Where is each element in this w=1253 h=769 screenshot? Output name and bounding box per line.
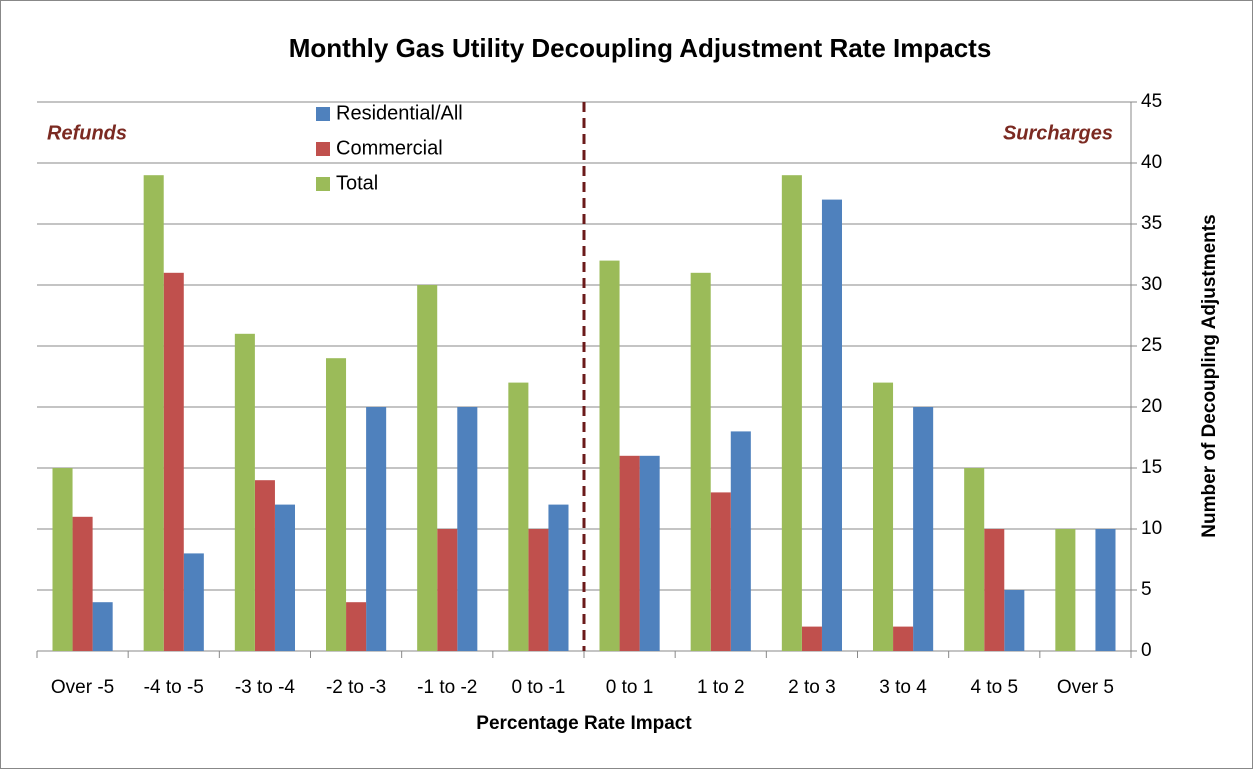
annotation: Surcharges [1003, 122, 1113, 144]
y-tick-label: 25 [1141, 335, 1162, 356]
bar [1095, 529, 1116, 651]
bar [1055, 529, 1076, 651]
bar [619, 455, 640, 651]
x-tick-label: 3 to 4 [879, 677, 927, 698]
x-tick-label: -3 to -4 [235, 677, 296, 698]
bar [183, 553, 204, 651]
bar [548, 504, 569, 651]
bar [457, 407, 478, 651]
bar [92, 602, 113, 651]
y-tick-label: 15 [1141, 457, 1162, 478]
bar [52, 468, 73, 651]
bar [417, 285, 438, 651]
y-tick-label: 0 [1141, 640, 1152, 661]
x-tick-label: 2 to 3 [788, 677, 836, 698]
bar [730, 431, 751, 651]
y-tick-label: 10 [1141, 518, 1162, 539]
annotation: Refunds [47, 122, 127, 144]
bar [274, 504, 296, 651]
x-tick-label: -1 to -2 [417, 677, 477, 698]
x-tick-label: 0 to 1 [606, 677, 654, 698]
legend-swatch [316, 142, 330, 156]
x-tick-label: -4 to -5 [144, 677, 204, 698]
bar [690, 272, 711, 651]
legend-label: Total [336, 172, 378, 194]
bar [72, 516, 93, 651]
bar [984, 529, 1005, 651]
y-tick-label: 5 [1141, 579, 1152, 600]
legend-label: Residential/All [336, 102, 463, 124]
bar [325, 358, 347, 651]
bar [872, 382, 894, 651]
legend-swatch [316, 107, 330, 121]
bar [234, 333, 255, 651]
bar [143, 175, 164, 651]
chart-title: Monthly Gas Utility Decoupling Adjustmen… [289, 33, 992, 63]
bar [913, 407, 934, 651]
y-tick-label: 45 [1141, 91, 1162, 112]
bar [346, 602, 367, 651]
y-tick-label: 30 [1141, 274, 1162, 295]
legend-label: Commercial [336, 137, 443, 159]
x-tick-label: Over -5 [51, 677, 114, 698]
x-tick-label: 1 to 2 [697, 677, 745, 698]
y-tick-label: 20 [1141, 396, 1162, 417]
y-axis-label: Number of Decoupling Adjustments [1199, 214, 1220, 537]
bar [254, 480, 275, 651]
bar [710, 492, 731, 651]
x-tick-label: -2 to -3 [326, 677, 386, 698]
bar [821, 199, 843, 651]
bar [366, 407, 387, 651]
bar [781, 175, 802, 651]
bar [639, 455, 660, 651]
bar [964, 468, 985, 651]
bar [599, 260, 620, 651]
bar [801, 626, 822, 651]
bar [893, 626, 914, 651]
legend-swatch [316, 177, 330, 191]
y-tick-label: 35 [1141, 213, 1162, 234]
bar [163, 272, 184, 651]
y-tick-label: 40 [1141, 152, 1162, 173]
x-tick-label: Over 5 [1057, 677, 1114, 698]
bar [437, 529, 458, 651]
x-tick-label: 0 to -1 [511, 677, 565, 698]
x-tick-label: 4 to 5 [970, 677, 1018, 698]
bar [1004, 590, 1025, 651]
bar [508, 382, 529, 651]
bar [528, 529, 549, 651]
x-axis-label: Percentage Rate Impact [476, 713, 692, 734]
